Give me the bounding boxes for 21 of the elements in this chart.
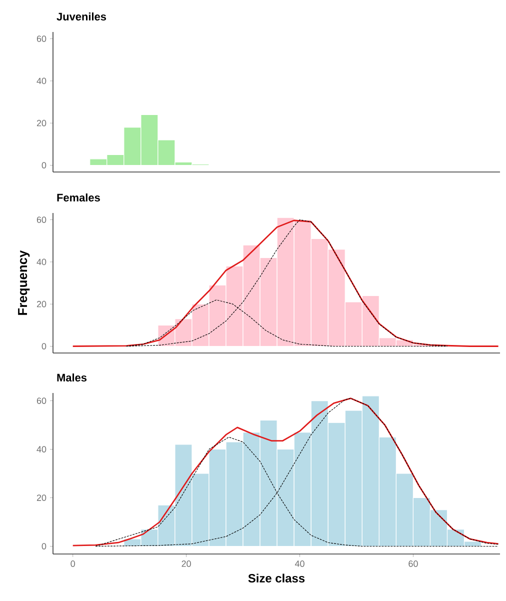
y-tick-label: 0 (42, 162, 46, 168)
y-tick-label: 40 (36, 78, 46, 84)
x-tick-label: 40 (294, 560, 304, 567)
y-tick-label: 20 (36, 494, 46, 501)
y-tick-label: 60 (36, 398, 46, 404)
y-tick-label: 40 (36, 258, 46, 266)
chart-title: Males (57, 373, 87, 382)
y-tick-label: 20 (36, 300, 46, 308)
y-tick-label: 60 (36, 36, 46, 42)
y-tick-label: 0 (42, 543, 46, 550)
x-tick-label: 60 (408, 560, 418, 567)
chart-title: Juveniles (56, 12, 106, 20)
x-tick-label: 0 (70, 560, 76, 567)
y-tick-label: 40 (36, 446, 46, 452)
y-tick-label: 0 (42, 343, 46, 350)
x-axis-title: Size class (248, 574, 305, 582)
x-tick-label: 20 (182, 560, 191, 567)
y-tick-label: 20 (36, 120, 46, 126)
y-tick-label: 60 (36, 216, 46, 223)
y-axis-title: Frequency (18, 250, 30, 315)
chart-title: Females (57, 193, 100, 202)
